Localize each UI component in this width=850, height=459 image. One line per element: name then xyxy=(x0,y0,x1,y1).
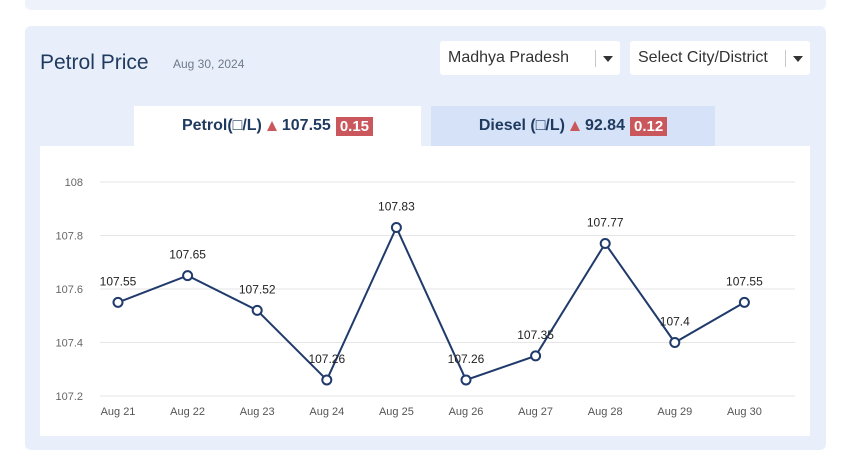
x-tick-label: Aug 23 xyxy=(240,406,275,418)
data-label: 107.35 xyxy=(517,328,554,342)
price-chart-container: 107.2 107.4 107.6 107.8 108 Aug 21 Aug 22 Aug 2… xyxy=(40,146,810,436)
data-label: 107.77 xyxy=(587,216,624,230)
data-label: 107.4 xyxy=(660,315,690,329)
tab-diesel-price: 92.84 xyxy=(584,117,625,134)
data-label: 107.55 xyxy=(726,274,763,288)
petrol-price-panel: Petrol Price Aug 30, 2024 Madhya Pradesh… xyxy=(25,26,826,450)
x-tick-label: Aug 22 xyxy=(170,406,205,418)
y-tick-label: 107.6 xyxy=(55,284,83,296)
data-point xyxy=(251,304,263,316)
data-label: 107.55 xyxy=(100,274,137,288)
y-tick-label: 108 xyxy=(65,177,83,189)
data-label: 107.52 xyxy=(239,282,276,296)
state-select[interactable]: Madhya Pradesh xyxy=(440,41,620,75)
data-label: 107.83 xyxy=(378,199,415,213)
arrow-up-icon xyxy=(266,121,277,131)
state-select-value: Madhya Pradesh xyxy=(448,49,569,66)
y-tick-label: 107.8 xyxy=(55,231,83,243)
city-select[interactable]: Select City/District xyxy=(630,41,810,75)
chevron-down-icon[interactable] xyxy=(793,56,803,62)
page-title: Petrol Price xyxy=(40,51,149,74)
select-separator xyxy=(785,50,786,67)
previous-card-edge xyxy=(25,0,826,10)
data-point xyxy=(460,374,472,386)
data-label: 107.26 xyxy=(308,352,345,366)
data-point xyxy=(112,296,124,308)
y-tick-label: 107.4 xyxy=(55,338,83,350)
x-tick-label: Aug 26 xyxy=(449,406,484,418)
data-label: 107.26 xyxy=(448,352,485,366)
x-tick-label: Aug 28 xyxy=(588,406,623,418)
select-separator xyxy=(595,50,596,67)
price-date: Aug 30, 2024 xyxy=(173,57,245,71)
city-select-placeholder: Select City/District xyxy=(638,49,768,66)
data-label: 107.65 xyxy=(169,248,206,262)
x-tick-label: Aug 30 xyxy=(727,406,762,418)
data-point xyxy=(321,374,333,386)
x-tick-label: Aug 24 xyxy=(309,406,344,418)
series-line xyxy=(117,225,745,382)
data-point xyxy=(669,337,681,348)
tab-diesel-change-badge: 0.12 xyxy=(629,116,668,136)
tab-petrol-change-badge: 0.15 xyxy=(335,116,374,136)
x-tick-label: Aug 25 xyxy=(379,406,414,418)
data-point xyxy=(738,296,750,308)
x-tick-label: Aug 27 xyxy=(518,406,553,418)
data-point xyxy=(530,350,542,362)
tab-diesel[interactable]: Diesel (□/L) 92.84 0.12 xyxy=(431,106,715,146)
data-point xyxy=(390,221,402,233)
arrow-up-icon xyxy=(569,121,580,131)
data-point xyxy=(182,270,194,282)
tab-petrol[interactable]: Petrol(□/L) 107.55 0.15 xyxy=(134,106,421,146)
chevron-down-icon[interactable] xyxy=(603,56,613,62)
x-tick-label: Aug 29 xyxy=(657,406,692,418)
tab-petrol-price: 107.55 xyxy=(281,117,331,134)
x-tick-label: Aug 21 xyxy=(101,406,136,418)
price-line-chart: 107.2 107.4 107.6 107.8 108 Aug 21 Aug 22 Aug 2… xyxy=(55,177,795,418)
data-point xyxy=(599,238,611,250)
tab-petrol-label: Petrol(□/L) xyxy=(181,117,262,134)
y-tick-label: 107.2 xyxy=(55,391,83,403)
tab-diesel-label: Diesel (□/L) xyxy=(478,117,565,134)
